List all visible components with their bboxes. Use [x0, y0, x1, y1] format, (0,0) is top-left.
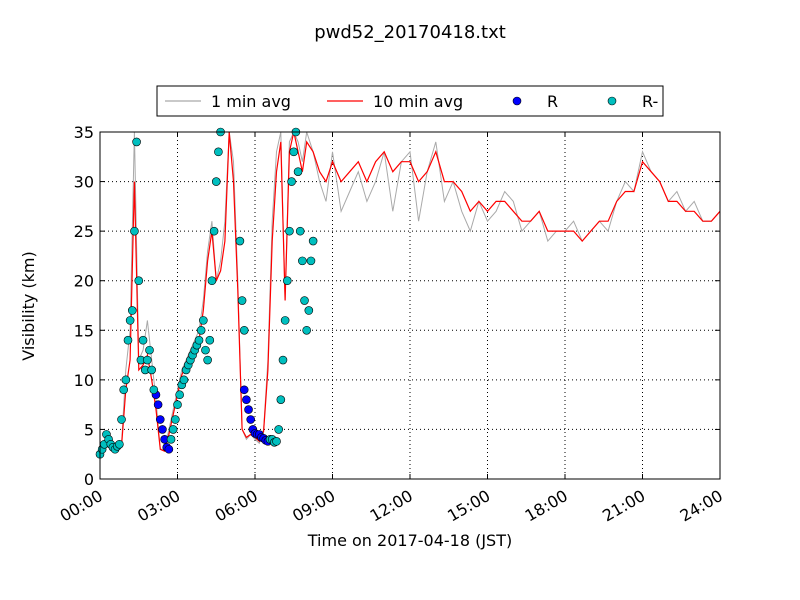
y-tick-label: 20 [74, 272, 94, 291]
y-axis-label: Visibility (km) [19, 251, 38, 360]
data-point-R-minus [201, 345, 210, 355]
data-point-R-minus [194, 335, 204, 345]
data-point-R-minus [308, 236, 318, 246]
y-tick-label: 25 [74, 222, 94, 241]
data-point-R-minus [149, 385, 159, 395]
data-point-R-minus [287, 177, 296, 186]
data-point-R-minus [285, 226, 294, 236]
data-point-R [155, 415, 165, 424]
x-tick-label: 00:00 [57, 486, 106, 526]
data-point-R-minus [235, 236, 245, 246]
x-tick-label: 09:00 [289, 486, 338, 526]
data-point-R-minus [304, 306, 314, 315]
data-point-R-minus [237, 296, 247, 305]
series-line-1-min-avg [99, 130, 721, 455]
data-point-R-minus [209, 226, 219, 236]
data-point-R-minus [295, 226, 305, 236]
data-point-R-minus [171, 415, 180, 424]
data-point-R-minus [205, 335, 215, 345]
legend-label: 1 min avg [211, 92, 291, 111]
x-tick-label: 24:00 [677, 486, 726, 526]
data-point-R-minus [166, 435, 176, 444]
data-point-R-minus [115, 439, 124, 449]
data-point-R [242, 395, 251, 404]
data-point-R-minus [168, 425, 178, 434]
legend-label: R [547, 92, 558, 111]
data-point-R-minus [119, 385, 128, 395]
data-point-R-minus [282, 276, 292, 286]
x-tick-label: 15:00 [444, 486, 493, 526]
data-point-R-minus [199, 316, 208, 325]
x-axis-label: Time on 2017-04-18 (JST) [307, 531, 512, 550]
x-tick-label: 12:00 [367, 486, 416, 526]
y-tick-label: 30 [74, 173, 94, 192]
data-point-R-minus [272, 437, 281, 446]
chart-title: pwd52_20170418.txt [314, 22, 506, 43]
data-point-R-minus [211, 177, 221, 186]
data-point-R-minus [127, 306, 137, 315]
y-tick-label: 5 [84, 420, 94, 439]
markers-group [95, 127, 318, 459]
data-point-R-minus [132, 137, 141, 147]
legend-entry: 10 min avg [327, 92, 463, 111]
legend-label: 10 min avg [373, 92, 463, 111]
data-point-R-minus [117, 415, 126, 424]
data-point-R-minus [289, 147, 299, 157]
y-tick-label: 35 [74, 123, 94, 142]
data-point-R [153, 400, 163, 409]
legend: 1 min avg 10 min avg R R- [156, 85, 664, 117]
data-point-R-minus [207, 276, 217, 286]
data-point-R-minus [306, 256, 316, 266]
data-point-R [158, 425, 167, 434]
x-tick-label: 06:00 [212, 486, 261, 526]
data-point-R-minus [179, 375, 189, 385]
data-point-R-minus [298, 256, 307, 266]
legend-entry: R [512, 92, 558, 111]
legend-swatch-marker [607, 96, 617, 106]
legend-label: R- [642, 92, 658, 111]
data-point-R-minus [175, 390, 184, 400]
x-tick-label: 18:00 [522, 486, 571, 526]
y-tick-label: 15 [74, 321, 94, 340]
data-point-R-minus [276, 395, 286, 404]
data-point-R [246, 415, 255, 424]
data-point-R-minus [214, 147, 223, 157]
plot-frame [99, 131, 721, 480]
data-point-R-minus [196, 325, 206, 335]
data-point-R-minus [239, 325, 249, 335]
legend-entry: R- [607, 92, 658, 111]
data-point-R-minus [293, 167, 303, 176]
data-point-R [164, 444, 174, 454]
data-point-R-minus [274, 425, 283, 434]
data-point-R-minus [147, 365, 156, 375]
data-point-R-minus [143, 355, 152, 365]
data-point-R-minus [302, 325, 311, 335]
data-point-R-minus [173, 400, 182, 409]
x-tick-label: 03:00 [134, 486, 183, 526]
y-tick-label: 10 [74, 371, 94, 390]
data-point-R-minus [123, 335, 133, 345]
legend-swatch-marker [512, 96, 522, 106]
data-point-R-minus [138, 335, 148, 345]
x-tick-label: 21:00 [599, 486, 648, 526]
y-tick-label: 0 [84, 470, 94, 489]
data-point-R-minus [300, 296, 309, 305]
data-point-R-minus [125, 316, 135, 325]
data-point-R [244, 405, 253, 414]
data-point-R [239, 385, 249, 395]
data-point-R-minus [278, 355, 288, 365]
data-point-R-minus [145, 345, 154, 355]
data-point-R-minus [130, 226, 139, 236]
legend-entry: 1 min avg [165, 92, 291, 111]
data-point-R-minus [203, 355, 212, 365]
legend-box [156, 85, 664, 117]
data-point-R-minus [121, 375, 131, 385]
data-point-R-minus [134, 276, 144, 286]
data-point-R-minus [280, 316, 290, 325]
